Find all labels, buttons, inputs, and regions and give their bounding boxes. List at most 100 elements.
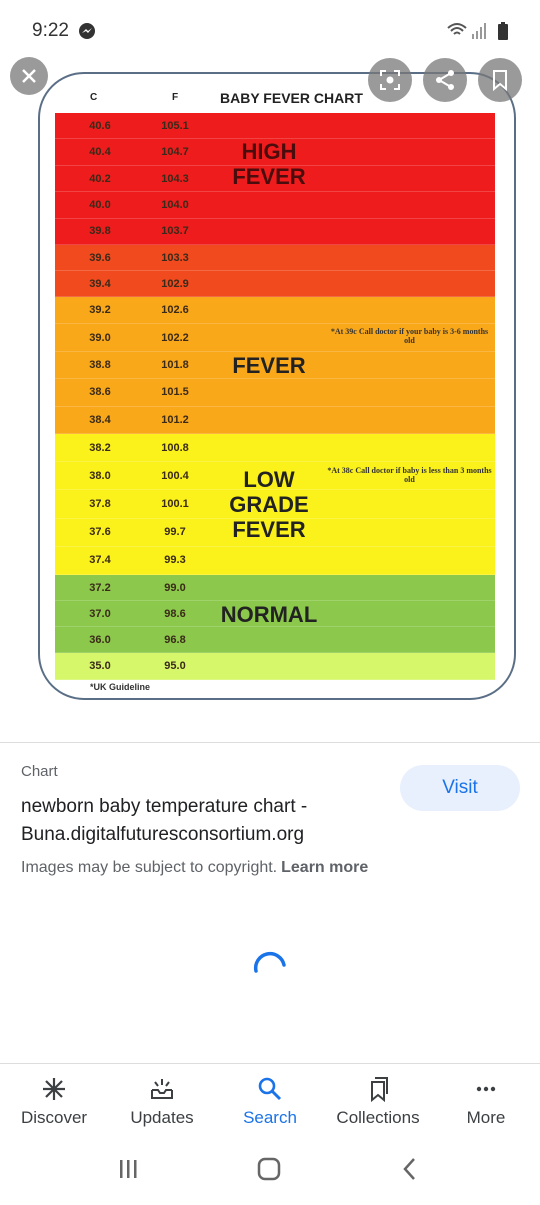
row: 38.4 101.2: [55, 407, 495, 435]
celsius: 39.4: [89, 277, 111, 290]
status-bar: 9:22: [0, 0, 540, 60]
lens-button[interactable]: [368, 58, 412, 102]
row: 37.0 98.6: [55, 601, 495, 627]
band-label-line: HIGH: [241, 139, 297, 164]
row: 37.8 100.1: [55, 490, 495, 519]
band-note: *At 39c Call doctor if your baby is 3-6 …: [330, 326, 489, 345]
row: 38.6 101.5: [55, 379, 495, 407]
fahrenheit: 100.4: [161, 469, 189, 482]
fahrenheit: 102.2: [161, 331, 189, 344]
celsius: 38.2: [89, 441, 111, 454]
row: 39.4 102.9: [55, 271, 495, 297]
nav-item[interactable]: Collections: [324, 1064, 432, 1143]
fahrenheit: 103.7: [161, 225, 189, 238]
chart-frame: [38, 72, 516, 700]
back-button[interactable]: [403, 1158, 415, 1180]
nav-item[interactable]: Discover: [0, 1064, 108, 1143]
nav-item[interactable]: More: [432, 1064, 540, 1143]
nav-icon: [371, 1077, 388, 1102]
row: 40.6 105.1: [55, 113, 495, 140]
band: 38.2 100.8 38.0 100.4 37.8 100.1 37.6 99.7 37.4 9…: [55, 434, 495, 576]
fahrenheit: 99.7: [164, 526, 186, 539]
row: 36.0 96.8: [55, 627, 495, 653]
nav-label: Updates: [130, 1108, 194, 1127]
fahrenheit: 95.0: [164, 660, 186, 672]
band-label: NORMAL: [205, 575, 333, 653]
fahrenheit: 102.6: [161, 304, 189, 317]
visit-button[interactable]: Visit: [400, 765, 520, 811]
celsius: 40.2: [89, 172, 111, 185]
image-title[interactable]: newborn baby temperature chart - Buna.di…: [21, 796, 308, 845]
nav-icon: [43, 1078, 65, 1100]
nav-icon: [258, 1077, 282, 1101]
fahrenheit: 98.6: [164, 607, 186, 620]
fahrenheit: 101.5: [161, 386, 189, 399]
band-label: LOW GRADE FEVER: [205, 434, 333, 575]
band-label-line: FEVER: [232, 353, 306, 378]
messenger-icon: [79, 23, 95, 39]
nav-icon: [476, 1086, 496, 1092]
celsius: 39.0: [89, 331, 111, 344]
nav-icon: [151, 1079, 173, 1099]
celsius: 40.6: [89, 119, 111, 132]
fahrenheit: 105.1: [161, 119, 189, 132]
nav-label: Collections: [336, 1108, 420, 1127]
band-label-line: LOW: [243, 467, 295, 492]
row: 37.4 99.3: [55, 547, 495, 576]
row: 38.0 100.4: [55, 462, 495, 491]
header-f: F: [172, 92, 179, 103]
image-info: Chart newborn baby temperature chart - B…: [0, 742, 540, 1064]
recents-button[interactable]: [120, 1160, 137, 1178]
row: 37.2 99.0: [55, 575, 495, 601]
celsius: 40.0: [89, 198, 111, 211]
row: 40.2 104.3: [55, 166, 495, 193]
band-label-line: GRADE: [229, 492, 309, 517]
celsius: 39.6: [89, 251, 111, 264]
save-button[interactable]: [478, 58, 522, 102]
nav-item[interactable]: Updates: [108, 1064, 216, 1143]
celsius: 39.2: [89, 304, 111, 317]
nav-label: More: [466, 1108, 506, 1127]
fahrenheit: 104.0: [161, 198, 189, 211]
row: 39.2 102.6: [55, 297, 495, 325]
copyright-text: Images may be subject to copyright.: [21, 859, 278, 876]
band-label-line: NORMAL: [220, 601, 318, 627]
learn-more-link[interactable]: Learn more: [281, 859, 369, 876]
band: 35.0 95.0: [55, 653, 495, 680]
row: 38.8 101.8: [55, 352, 495, 380]
row: 39.8 103.7: [55, 219, 495, 246]
status-icons: [447, 22, 508, 40]
bottom-nav: Discover Updates Search Collections More: [0, 1063, 540, 1143]
nav-item[interactable]: Search: [216, 1064, 324, 1143]
fahrenheit: 99.3: [164, 554, 186, 567]
celsius: 38.0: [89, 469, 111, 482]
fahrenheit: 101.8: [161, 359, 189, 372]
fahrenheit: 101.2: [161, 413, 189, 426]
band: 40.6 105.1 40.4 104.7 40.2 104.3 40.0 104.0 39.8…: [55, 113, 495, 246]
chart-title: BABY FEVER CHART: [220, 90, 363, 106]
band-label-line: FEVER: [232, 517, 306, 542]
footnote: *UK Guideline: [90, 682, 151, 692]
celsius: 35.0: [89, 660, 111, 672]
category: Chart: [21, 763, 58, 780]
loading-spinner: [253, 952, 286, 973]
copyright: Images may be subject to copyright. Learn…: [21, 859, 368, 877]
fahrenheit: 96.8: [164, 633, 186, 646]
band-label-line: FEVER: [232, 164, 306, 189]
celsius: 40.4: [89, 146, 111, 159]
nav-label: Search: [243, 1108, 297, 1127]
fahrenheit: 104.3: [161, 172, 189, 185]
nav-label: Discover: [20, 1108, 88, 1127]
header-c: C: [90, 92, 98, 103]
celsius: 37.8: [89, 498, 111, 510]
system-nav: [0, 1143, 540, 1200]
fahrenheit: 100.1: [161, 498, 189, 510]
band-label: FEVER: [205, 297, 333, 434]
share-button[interactable]: [423, 58, 467, 102]
band: 37.2 99.0 37.0 98.6 36.0 96.8 NORMAL: [55, 575, 495, 653]
celsius: 37.6: [89, 526, 111, 539]
close-button[interactable]: [10, 57, 48, 95]
celsius: 38.8: [89, 359, 111, 372]
home-button[interactable]: [257, 1157, 281, 1181]
